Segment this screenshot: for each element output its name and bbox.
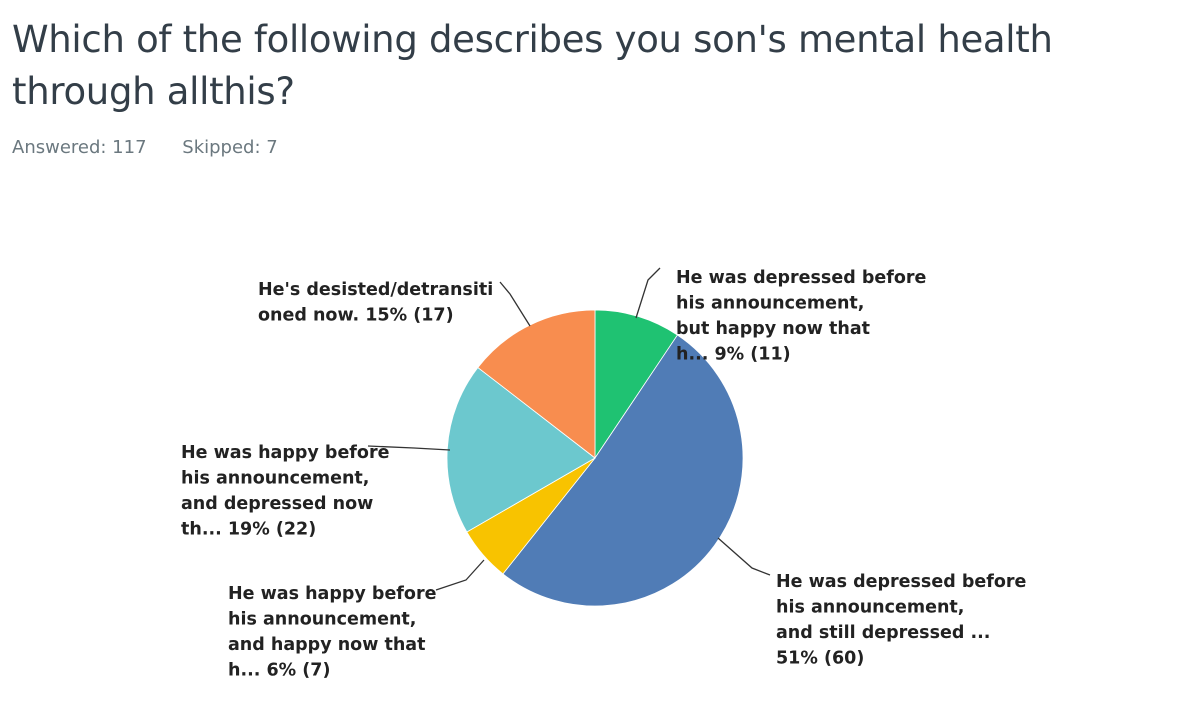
question-title: Which of the following describes you son… [12,18,1053,113]
slice-label-line: He's desisted/detransiti [258,280,493,300]
slice-labels: He was depressed before his announcement,… [181,268,1026,681]
leader-line-depressed-before-still-depressed [717,537,771,576]
leader-line-happy-before-happy-now [435,559,485,591]
slice-label-line: but happy now that [676,319,870,339]
slice-label-line: his announcement, [776,598,964,618]
slice-label-line: He was happy before [181,443,390,463]
slice-label-line: He was depressed before [676,268,926,288]
slice-label-line: his announcement, [228,610,416,630]
slice-label-line: th... 19% (22) [181,520,316,540]
slice-label-happy-before-happy-now: He was happy before his announcement, and … [228,584,437,681]
slice-label-line: his announcement, [676,294,864,314]
slice-label-line: He was depressed before [776,572,1026,592]
slice-label-line: He was happy before [228,584,437,604]
slice-label-line: his announcement, [181,469,369,489]
leader-line-desisted-detransitioned [499,281,531,327]
leader-line-happy-before-depressed-now [367,445,451,451]
slice-label-desisted-detransitioned: He's desisted/detransiti oned now. 15% (1… [258,280,493,326]
slice-label-happy-before-depressed-now: He was happy before his announcement, and … [181,443,390,540]
pie-slice-depressed-before-still-depressed[interactable] [502,334,744,607]
slice-label-depressed-before-happy-now: He was depressed before his announcement,… [676,268,926,365]
pie-slice-happy-before-depressed-now[interactable] [446,366,596,533]
slice-label-line: and still depressed ... [776,623,990,643]
skipped-count: Skipped: 7 [182,137,278,158]
slice-label-line: h... 6% (7) [228,661,330,681]
leader-line-depressed-before-happy-now [635,267,661,319]
slice-label-line: 51% (60) [776,649,864,669]
slice-label-line: oned now. 15% (17) [258,306,454,326]
slice-label-depressed-before-still-depressed: He was depressed before his announcement,… [776,572,1026,669]
slice-label-line: and depressed now [181,494,373,514]
pie-slices [446,309,744,607]
pie-slice-depressed-before-happy-now[interactable] [594,309,678,460]
answered-count: Answered: 117 [12,137,147,158]
slice-label-line: h... 9% (11) [676,345,791,365]
response-stats: Answered: 117 Skipped: 7 [12,137,278,158]
leader-lines [367,267,771,591]
slice-label-line: and happy now that [228,635,425,655]
